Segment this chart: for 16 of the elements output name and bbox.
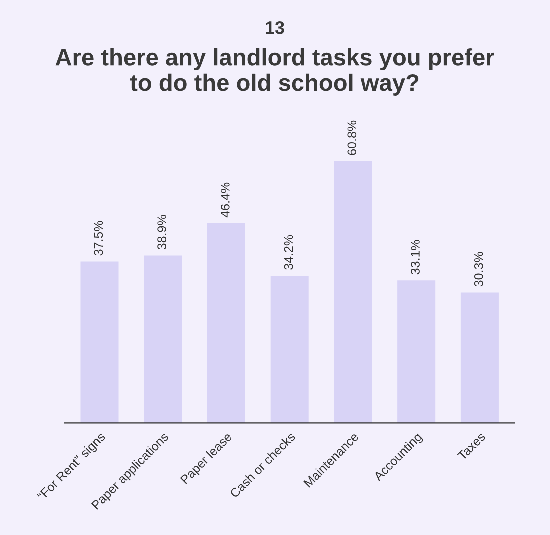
bar bbox=[144, 256, 182, 424]
chart-title: Are there any landlord tasks you prefer to do the old school way? bbox=[56, 48, 494, 96]
data-label: 60.8% bbox=[348, 120, 357, 156]
bar bbox=[398, 280, 436, 424]
data-label: 34.2% bbox=[284, 235, 294, 270]
bar bbox=[80, 262, 119, 424]
chart-subtitle: 13 bbox=[266, 21, 284, 34]
bar bbox=[270, 276, 309, 424]
data-label: 38.9% bbox=[158, 215, 166, 250]
data-label: 30.3% bbox=[474, 252, 484, 287]
data-label: 33.1% bbox=[411, 240, 420, 275]
bar bbox=[207, 223, 246, 424]
bar bbox=[460, 292, 499, 424]
data-label: 37.5% bbox=[94, 221, 104, 256]
bar bbox=[334, 161, 372, 424]
data-label: 46.4% bbox=[220, 182, 230, 218]
